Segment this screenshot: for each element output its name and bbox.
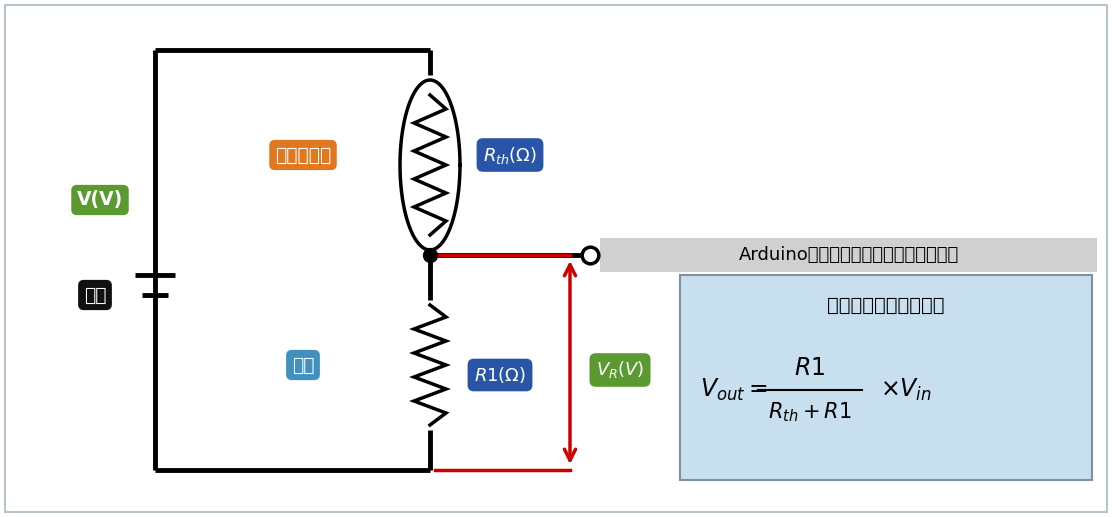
Text: 電源: 電源 bbox=[83, 285, 107, 305]
FancyBboxPatch shape bbox=[4, 5, 1108, 512]
Text: V(V): V(V) bbox=[77, 190, 123, 209]
Text: $\times V_{in}$: $\times V_{in}$ bbox=[880, 377, 932, 403]
FancyBboxPatch shape bbox=[681, 275, 1092, 480]
Text: 抵抗: 抵抗 bbox=[291, 356, 315, 374]
Text: サーミスタ: サーミスタ bbox=[275, 145, 331, 164]
Text: Arduinoのアナログソケットに接続する: Arduinoのアナログソケットに接続する bbox=[738, 246, 959, 264]
FancyBboxPatch shape bbox=[600, 238, 1098, 272]
Text: $R1(\Omega)$: $R1(\Omega)$ bbox=[474, 365, 526, 385]
Text: $R_{th}(\Omega)$: $R_{th}(\Omega)$ bbox=[483, 144, 537, 165]
Text: $V_R(V)$: $V_R(V)$ bbox=[596, 359, 644, 381]
Text: $R_{th}+R1$: $R_{th}+R1$ bbox=[768, 400, 852, 424]
Text: $R1$: $R1$ bbox=[794, 356, 825, 380]
Text: ＜抵抗にかかる電圧＞: ＜抵抗にかかる電圧＞ bbox=[827, 296, 945, 314]
Text: $V_{out}=$: $V_{out}=$ bbox=[699, 377, 767, 403]
